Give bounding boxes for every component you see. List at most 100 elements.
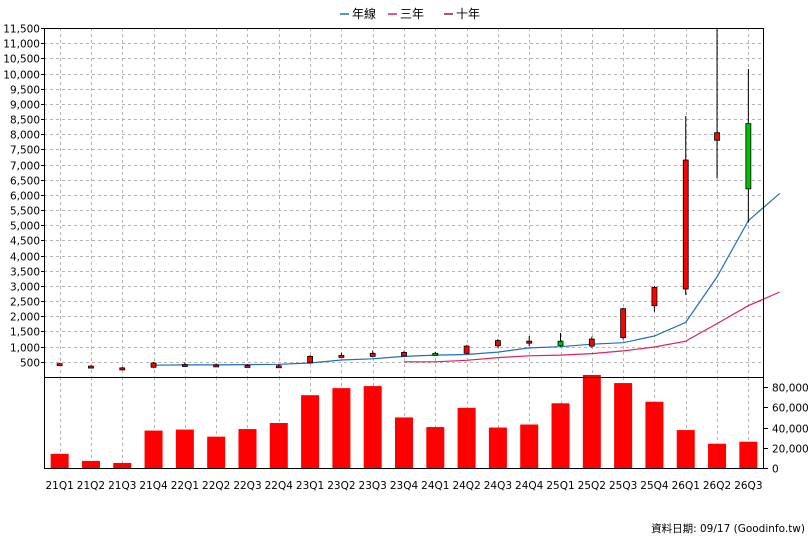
moving-average-lines [153,192,781,366]
candle-body-26Q3 [745,123,752,190]
quarter-axis: 21Q1 21Q2 21Q3 21Q4 22Q1 22Q2 22Q3 22Q4 23Q1 23Q2… [45,480,762,492]
candle-body-21Q1 [56,363,63,367]
candle-25Q2 [588,336,595,348]
candle-body-25Q2 [588,338,595,347]
volume-bar-21Q1 [50,453,69,468]
quarter-label-24Q1: 24Q1 [421,480,449,492]
price-tick-label-2: 1,500 [10,327,40,339]
candle-body-25Q1 [557,340,564,346]
candle-22Q4 [275,364,282,369]
volume-bars [50,374,758,468]
price-tick-label-9: 5,000 [10,221,40,233]
quarter-label-23Q3: 23Q3 [359,480,387,492]
price-tick-label-1: 1,000 [10,343,40,355]
quarter-label-21Q4: 21Q4 [139,480,168,492]
price-tick-label-12: 6,500 [10,176,40,188]
candle-23Q3 [369,350,376,358]
quarter-label-24Q2: 24Q2 [452,480,480,492]
price-tick-label-19: 10,000 [3,70,40,82]
candle-22Q2 [213,363,220,368]
volume-bar-21Q3 [113,462,132,468]
ma-line-0 [153,192,781,366]
volume-bar-26Q2 [708,443,727,468]
candle-23Q4 [401,350,407,357]
quarter-label-22Q2: 22Q2 [202,480,230,492]
volume-bar-23Q2 [332,388,351,468]
volume-bar-26Q3 [739,441,758,468]
price-tick-label-16: 8,500 [10,115,40,127]
price-tick-label-10: 5,500 [10,206,40,218]
candle-23Q1 [307,355,313,364]
candle-body-21Q3 [119,367,126,371]
candle-body-21Q2 [88,365,94,369]
candle-body-24Q1 [432,352,439,356]
volume-bar-24Q2 [457,407,476,468]
candle-24Q1 [432,351,439,356]
candle-body-22Q2 [213,364,220,368]
price-tick-label-11: 6,000 [10,191,40,203]
data-date-footer: 資料日期: 09/17 (Goodinfo.tw) [651,522,805,535]
candle-26Q1 [682,116,689,296]
candle-25Q3 [620,307,627,340]
candle-body-23Q3 [369,352,376,357]
volume-tick-label-1: 20,000 [772,444,808,456]
volume-bar-23Q4 [395,417,413,468]
quarter-label-25Q2: 25Q2 [578,480,606,492]
candle-body-26Q2 [714,132,720,141]
price-tick-label-6: 3,500 [10,267,40,279]
volume-axis: 0 20,000 40,000 60,000 80,000 [764,383,808,476]
candle-body-26Q1 [682,159,689,290]
quarter-label-23Q1: 23Q1 [296,480,324,492]
candle-21Q3 [119,366,126,371]
quarter-label-24Q3: 24Q3 [484,480,512,492]
price-tick-label-4: 2,500 [10,297,40,309]
quarter-label-26Q2: 26Q2 [703,480,731,492]
quarter-label-22Q4: 22Q4 [265,480,294,492]
quarter-label-23Q4: 23Q4 [390,480,419,492]
legend-label-2: 十年 [456,7,480,21]
volume-bar-23Q1 [301,395,320,468]
candle-body-23Q4 [401,352,407,357]
candle-body-23Q1 [307,355,313,364]
volume-bar-25Q4 [645,401,664,468]
quarter-label-26Q1: 26Q1 [672,480,700,492]
candle-body-22Q3 [244,365,251,368]
price-tick-label-18: 9,500 [10,85,40,97]
ma-line-1 [404,291,780,363]
quarter-label-22Q1: 22Q1 [171,480,199,492]
quarter-label-25Q4: 25Q4 [640,480,669,492]
volume-bar-24Q3 [488,427,507,468]
candle-body-22Q1 [181,364,188,367]
price-tick-label-21: 11,000 [3,39,40,51]
quarter-label-25Q3: 25Q3 [609,480,637,492]
legend-label-0: 年線 [352,6,376,21]
volume-bar-25Q1 [551,403,570,468]
price-tick-label-13: 7,000 [10,161,40,173]
quarter-label-21Q2: 21Q2 [77,480,105,492]
quarter-label-24Q4: 24Q4 [515,480,544,492]
volume-bar-23Q3 [363,386,382,468]
candle-body-24Q3 [495,340,501,347]
quarter-label-26Q3: 26Q3 [734,480,762,492]
candle-22Q3 [244,364,251,368]
volume-bar-21Q2 [81,460,100,468]
volume-bar-26Q1 [676,430,695,468]
price-axis: 500 1,000 1,500 2,000 2,500 3,000 3,500 4,000 4,… [3,24,44,370]
volume-bar-22Q2 [207,436,226,468]
volume-tick-label-3: 60,000 [772,403,808,415]
volume-bar-21Q4 [144,430,163,468]
price-tick-label-0: 500 [20,358,40,370]
price-tick-label-3: 2,000 [10,312,40,324]
volume-bar-25Q3 [614,383,633,468]
price-tick-label-14: 7,500 [10,145,40,157]
volume-tick-label-4: 80,000 [772,383,808,395]
price-tick-label-22: 11,500 [3,24,40,36]
candle-26Q3 [745,68,752,223]
price-tick-label-20: 10,500 [3,54,40,66]
volume-bar-22Q3 [238,429,257,468]
candle-25Q1 [557,332,564,347]
price-tick-label-7: 4,000 [10,252,40,264]
candle-26Q2 [714,28,720,179]
candle-21Q4 [150,361,157,369]
